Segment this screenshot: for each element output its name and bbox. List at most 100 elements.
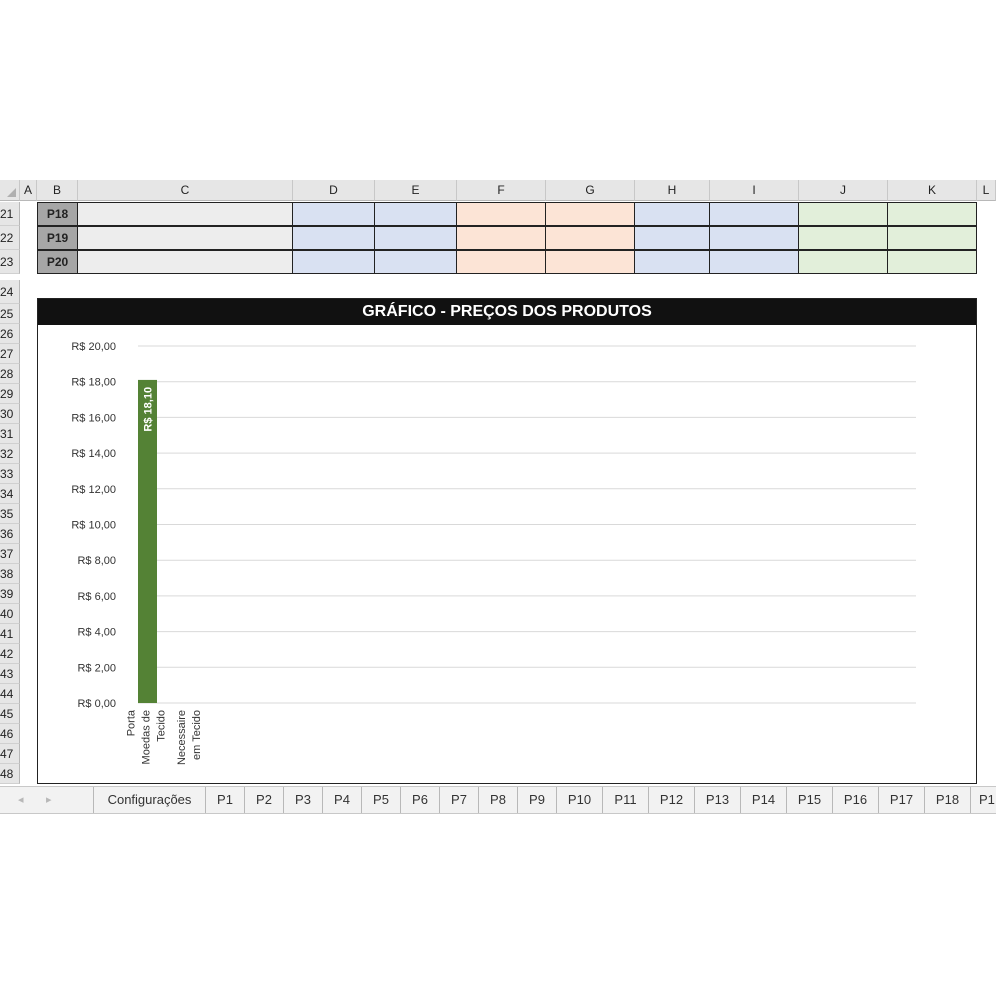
column-header-c[interactable]: C bbox=[78, 180, 293, 201]
row-header-42[interactable]: 42 bbox=[0, 644, 20, 664]
tab-p13[interactable]: P13 bbox=[695, 787, 741, 813]
row-header-21[interactable]: 21 bbox=[0, 202, 20, 226]
row-header-32[interactable]: 32 bbox=[0, 444, 20, 464]
tab-scroll-right-icon[interactable]: ▸ bbox=[46, 794, 52, 806]
row-header-48[interactable]: 48 bbox=[0, 764, 20, 784]
column-header-g[interactable]: G bbox=[546, 180, 635, 201]
y-tick-label: R$ 10,00 bbox=[71, 520, 116, 532]
tab-scroll-left-icon[interactable]: ◂ bbox=[18, 794, 24, 806]
cell-h23[interactable] bbox=[634, 250, 710, 274]
row-header-28[interactable]: 28 bbox=[0, 364, 20, 384]
cell-k23[interactable] bbox=[887, 250, 977, 274]
product-cell-p19[interactable]: P19 bbox=[37, 226, 78, 250]
cell-k21[interactable] bbox=[887, 202, 977, 226]
cell-j21[interactable] bbox=[798, 202, 888, 226]
tab-p14[interactable]: P14 bbox=[741, 787, 787, 813]
row-header-29[interactable]: 29 bbox=[0, 384, 20, 404]
cell-i22[interactable] bbox=[709, 226, 799, 250]
tab-p4[interactable]: P4 bbox=[323, 787, 362, 813]
cell-d23[interactable] bbox=[292, 250, 375, 274]
column-header-h[interactable]: H bbox=[635, 180, 710, 201]
row-header-25[interactable]: 25 bbox=[0, 304, 20, 324]
cell-i23[interactable] bbox=[709, 250, 799, 274]
tab-p12[interactable]: P12 bbox=[649, 787, 695, 813]
column-header-a[interactable]: A bbox=[20, 180, 37, 201]
cell-h22[interactable] bbox=[634, 226, 710, 250]
column-header-l[interactable]: L bbox=[977, 180, 996, 201]
row-header-41[interactable]: 41 bbox=[0, 624, 20, 644]
cell-d22[interactable] bbox=[292, 226, 375, 250]
tab-p18[interactable]: P18 bbox=[925, 787, 971, 813]
cell-e21[interactable] bbox=[374, 202, 457, 226]
cell-f21[interactable] bbox=[456, 202, 546, 226]
cell-e23[interactable] bbox=[374, 250, 457, 274]
row-header-31[interactable]: 31 bbox=[0, 424, 20, 444]
tab-p17[interactable]: P17 bbox=[879, 787, 925, 813]
tab-p8[interactable]: P8 bbox=[479, 787, 518, 813]
cell-e22[interactable] bbox=[374, 226, 457, 250]
tab-p2[interactable]: P2 bbox=[245, 787, 284, 813]
row-header-44[interactable]: 44 bbox=[0, 684, 20, 704]
row-header-37[interactable]: 37 bbox=[0, 544, 20, 564]
row-header-30[interactable]: 30 bbox=[0, 404, 20, 424]
price-chart[interactable]: GRÁFICO - PREÇOS DOS PRODUTOS R$ 0,00 R$ … bbox=[37, 298, 977, 784]
y-tick-label: R$ 18,00 bbox=[71, 377, 116, 389]
column-header-j[interactable]: J bbox=[799, 180, 888, 201]
cell-d21[interactable] bbox=[292, 202, 375, 226]
tab-p3[interactable]: P3 bbox=[284, 787, 323, 813]
tab-p5[interactable]: P5 bbox=[362, 787, 401, 813]
product-cell-p20[interactable]: P20 bbox=[37, 250, 78, 274]
tab-p10[interactable]: P10 bbox=[557, 787, 603, 813]
row-header-35[interactable]: 35 bbox=[0, 504, 20, 524]
cell-c23[interactable] bbox=[77, 250, 293, 274]
tab-configura-es[interactable]: Configurações bbox=[94, 787, 206, 813]
row-header-36[interactable]: 36 bbox=[0, 524, 20, 544]
cell-i21[interactable] bbox=[709, 202, 799, 226]
cell-g22[interactable] bbox=[545, 226, 635, 250]
row-header-26[interactable]: 26 bbox=[0, 324, 20, 344]
row-header-47[interactable]: 47 bbox=[0, 744, 20, 764]
column-header-b[interactable]: B bbox=[37, 180, 78, 201]
product-cell-p18[interactable]: P18 bbox=[37, 202, 78, 226]
cell-c22[interactable] bbox=[77, 226, 293, 250]
row-header-38[interactable]: 38 bbox=[0, 564, 20, 584]
y-tick-label: R$ 4,00 bbox=[77, 627, 116, 639]
tab-p7[interactable]: P7 bbox=[440, 787, 479, 813]
row-header-46[interactable]: 46 bbox=[0, 724, 20, 744]
tab-p1[interactable]: P1 bbox=[206, 787, 245, 813]
tab-p16[interactable]: P16 bbox=[833, 787, 879, 813]
row-header-43[interactable]: 43 bbox=[0, 664, 20, 684]
column-header-k[interactable]: K bbox=[888, 180, 977, 201]
x-tick-label: Necessaire bbox=[176, 710, 188, 765]
cell-j22[interactable] bbox=[798, 226, 888, 250]
row-header-23[interactable]: 23 bbox=[0, 250, 20, 274]
column-header-d[interactable]: D bbox=[293, 180, 375, 201]
row-header-39[interactable]: 39 bbox=[0, 584, 20, 604]
cell-g23[interactable] bbox=[545, 250, 635, 274]
row-header-22[interactable]: 22 bbox=[0, 226, 20, 250]
tab-p1[interactable]: P1 bbox=[979, 792, 995, 807]
row-header-33[interactable]: 33 bbox=[0, 464, 20, 484]
cell-c21[interactable] bbox=[77, 202, 293, 226]
row-header-27[interactable]: 27 bbox=[0, 344, 20, 364]
cell-h21[interactable] bbox=[634, 202, 710, 226]
column-header-i[interactable]: I bbox=[710, 180, 799, 201]
row-header-40[interactable]: 40 bbox=[0, 604, 20, 624]
column-header-e[interactable]: E bbox=[375, 180, 457, 201]
row-header-34[interactable]: 34 bbox=[0, 484, 20, 504]
tab-p11[interactable]: P11 bbox=[603, 787, 649, 813]
row-header-24[interactable]: 24 bbox=[0, 280, 20, 304]
cell-k22[interactable] bbox=[887, 226, 977, 250]
cell-g21[interactable] bbox=[545, 202, 635, 226]
cell-f23[interactable] bbox=[456, 250, 546, 274]
select-all-corner[interactable] bbox=[0, 180, 20, 201]
tab-p9[interactable]: P9 bbox=[518, 787, 557, 813]
tab-p6[interactable]: P6 bbox=[401, 787, 440, 813]
column-header-f[interactable]: F bbox=[457, 180, 546, 201]
x-tick-label: Tecido bbox=[156, 710, 168, 742]
cell-f22[interactable] bbox=[456, 226, 546, 250]
row-header-45[interactable]: 45 bbox=[0, 704, 20, 724]
data-label: R$ 18,10 bbox=[143, 387, 155, 432]
tab-p15[interactable]: P15 bbox=[787, 787, 833, 813]
cell-j23[interactable] bbox=[798, 250, 888, 274]
